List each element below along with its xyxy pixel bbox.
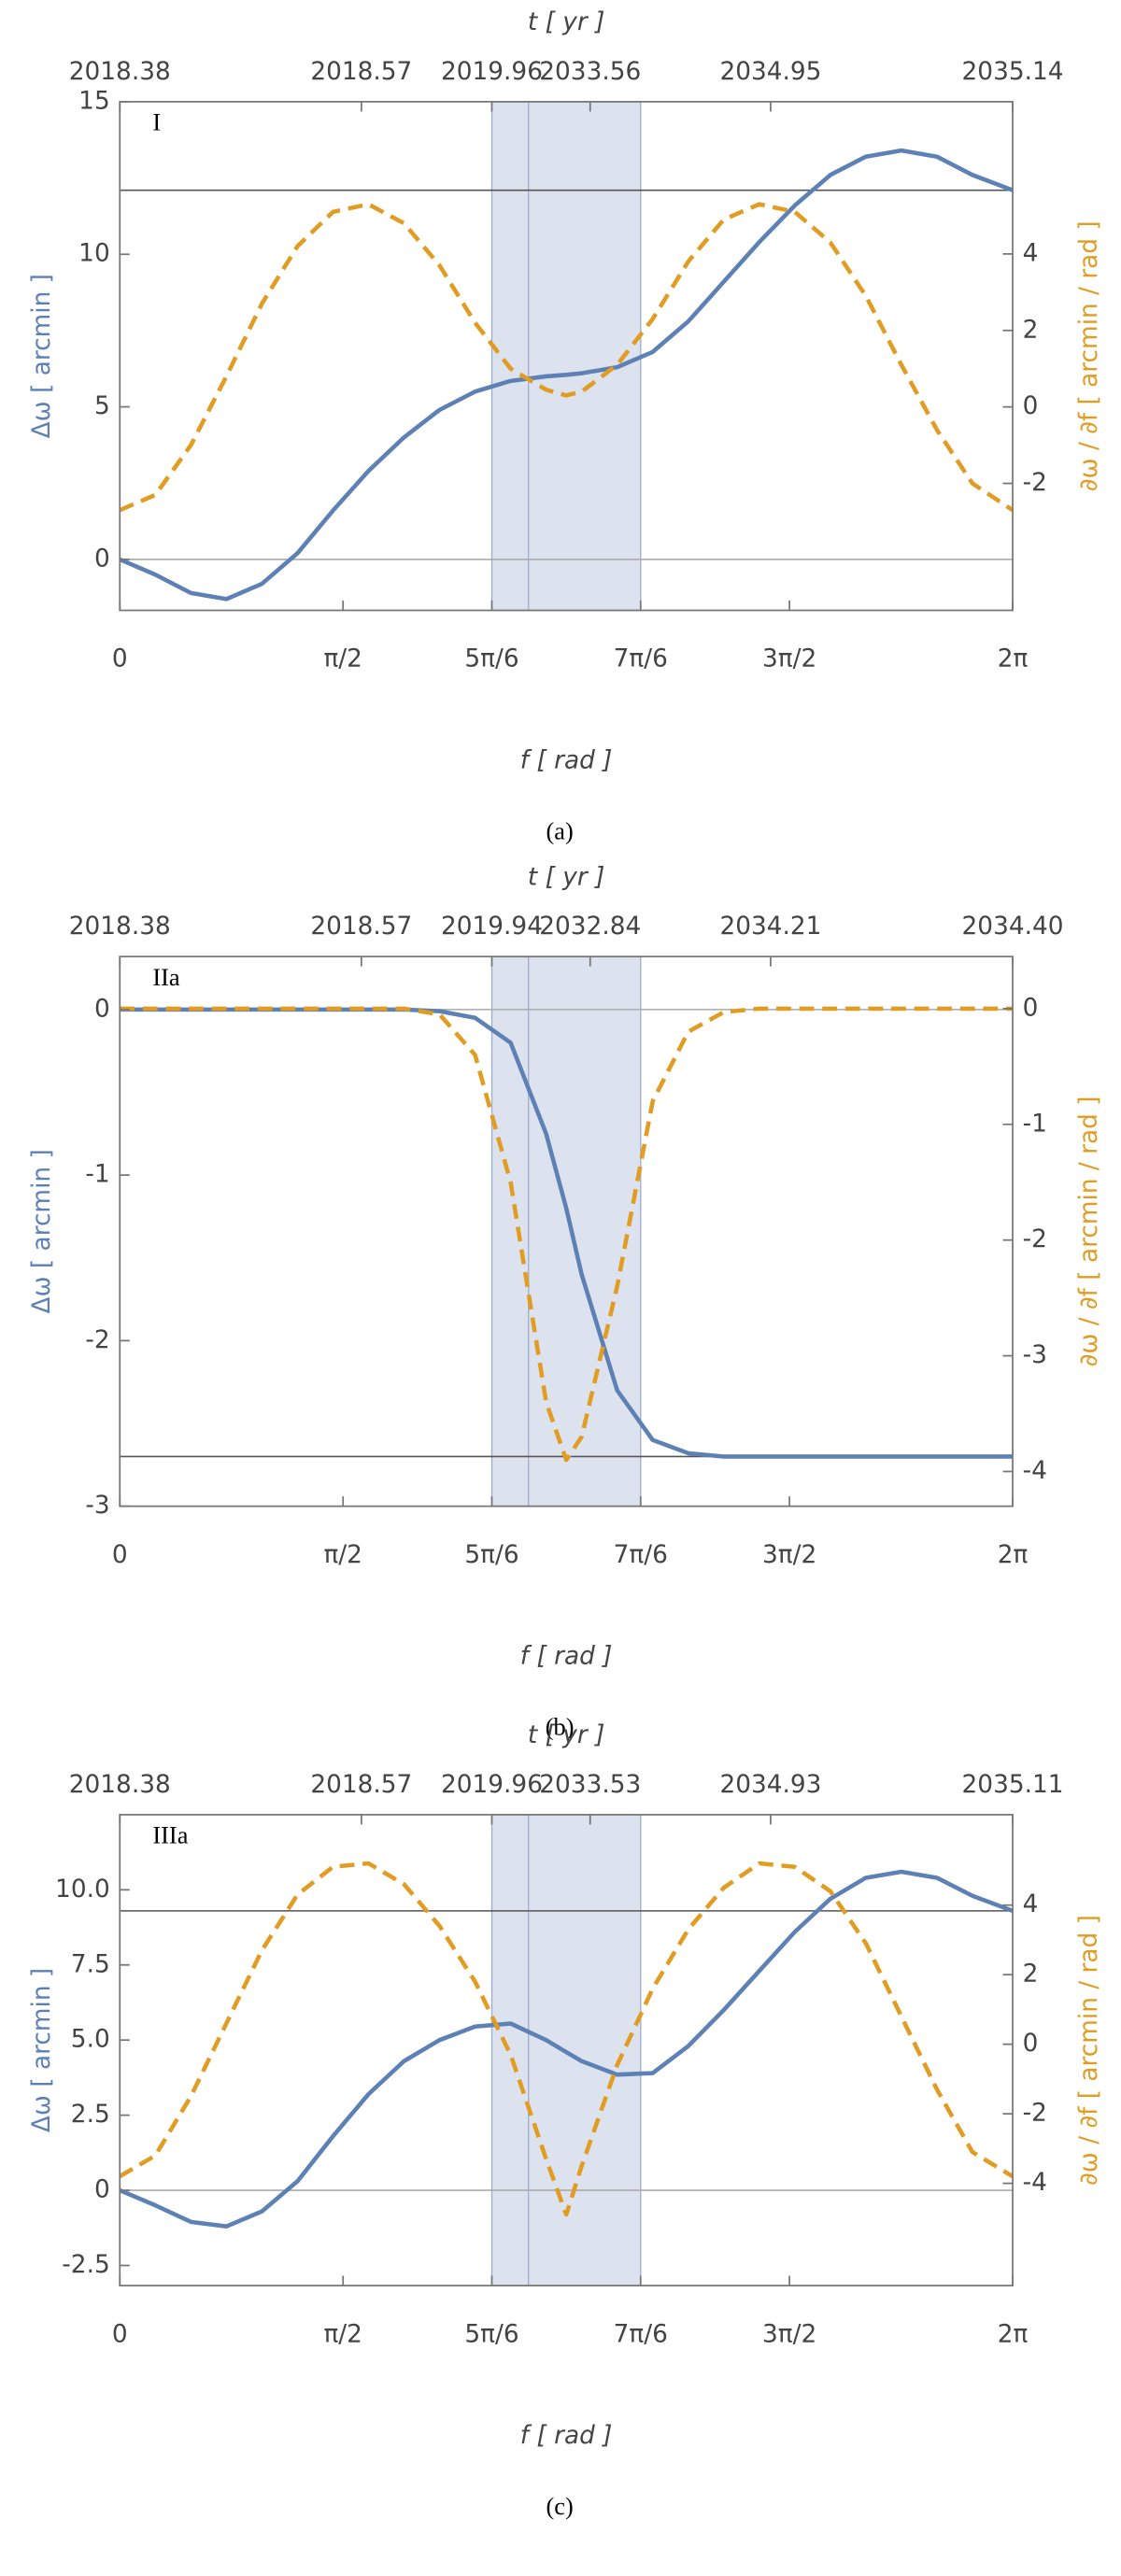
x2-tick-label: 2018.38 [69, 913, 171, 941]
caption: (c) [546, 2493, 573, 2520]
y2-tick-label: 0 [1023, 392, 1039, 420]
y-tick-label: 0 [94, 545, 110, 573]
y2-tick-label: 4 [1023, 239, 1039, 267]
x2-tick-label: 2033.56 [539, 58, 641, 86]
x-tick-label: π/2 [323, 1541, 362, 1569]
y2-tick-label: -4 [1023, 2169, 1047, 2197]
x2-tick-label: 2018.57 [310, 58, 412, 86]
x2-tick-label: 2019.94 [441, 913, 543, 941]
highlight-band [490, 101, 642, 612]
y-tick-label: -2.5 [62, 2251, 109, 2279]
y-tick-label: 10.0 [55, 1875, 110, 1904]
x-axis-title: f [ rad ] [520, 2422, 613, 2450]
x2-axis-title: t [ yr ] [528, 8, 604, 36]
x2-tick-label: 2018.57 [310, 1771, 412, 1799]
x2-tick-label: 2034.40 [962, 913, 1064, 941]
plot-frame [119, 101, 1014, 612]
x-tick-label: 2π [998, 1541, 1029, 1569]
x-axis-title: f [ rad ] [520, 747, 613, 775]
y2-tick-label: -4 [1023, 1457, 1047, 1485]
x-tick-label: 7π/6 [614, 2320, 668, 2348]
x-tick-label: 2π [998, 645, 1029, 673]
x2-tick-label: 2035.11 [962, 1771, 1064, 1799]
y2-tick-label: 0 [1023, 2030, 1039, 2058]
y-tick-label: 0 [94, 2176, 110, 2204]
panel-label: IIIa [152, 1822, 188, 1849]
y-tick-label: 5 [94, 392, 110, 420]
y2-tick-label: 4 [1023, 1890, 1039, 1918]
x-tick-label: 0 [112, 1541, 128, 1569]
y2-tick-label: -2 [1023, 1225, 1047, 1253]
y-tick-label: 0 [94, 995, 110, 1023]
x2-tick-label: 2032.84 [539, 913, 641, 941]
data-line [119, 202, 1015, 513]
y2-tick-label: 2 [1023, 1960, 1039, 1989]
y-tick-label: 2.5 [71, 2101, 110, 2129]
x-tick-label: 3π/2 [762, 1541, 816, 1569]
highlight-band [490, 955, 642, 1507]
y2-tick-label: 2 [1023, 316, 1039, 344]
data-line [119, 1869, 1014, 2229]
x-tick-label: 3π/2 [762, 2320, 816, 2348]
x2-tick-label: 2018.38 [69, 1771, 171, 1799]
x-axis-title: f [ rad ] [520, 1643, 613, 1671]
y2-tick-label: -3 [1023, 1341, 1047, 1369]
y-axis-title: Δω [ arcmin ] [28, 274, 56, 438]
x-tick-label: 5π/6 [464, 1541, 518, 1569]
panel-label: IIa [152, 964, 180, 991]
x2-tick-label: 2019.96 [441, 58, 543, 86]
y2-tick-label: -1 [1023, 1110, 1047, 1138]
x-tick-label: 3π/2 [762, 645, 816, 673]
x-tick-label: π/2 [323, 645, 362, 673]
x-tick-label: 7π/6 [614, 645, 668, 673]
x2-axis-title: t [ yr ] [528, 863, 604, 891]
x2-tick-label: 2033.53 [539, 1771, 641, 1799]
y2-tick-label: -2 [1023, 469, 1047, 497]
y2-axis-title: ∂ω / ∂f [ arcmin / rad ] [1075, 1915, 1103, 2186]
caption: (b) [546, 1714, 575, 1741]
y-tick-label: 15 [78, 87, 110, 115]
y-axis-title: Δω [ arcmin ] [28, 1968, 56, 2132]
x-tick-label: 0 [112, 645, 128, 673]
x-tick-label: π/2 [323, 2320, 362, 2348]
x-tick-label: 7π/6 [614, 1541, 668, 1569]
y2-axis-title: ∂ω / ∂f [ arcmin / rad ] [1075, 220, 1103, 491]
y-tick-label: 7.5 [71, 1950, 110, 1978]
data-line [120, 1007, 1014, 1459]
y2-axis-title: ∂ω / ∂f [ arcmin / rad ] [1075, 1097, 1103, 1367]
caption: (a) [546, 817, 573, 844]
x2-tick-label: 2035.14 [962, 58, 1064, 86]
x2-axis-title: t [ yr ] [528, 1721, 604, 1749]
y-tick-label: -2 [85, 1326, 109, 1354]
x-tick-label: 5π/6 [464, 2320, 518, 2348]
data-line [120, 1006, 1014, 1463]
x-tick-label: 2π [998, 2320, 1029, 2348]
x2-tick-label: 2034.93 [719, 1771, 821, 1799]
plot-frame [119, 955, 1014, 1507]
x2-tick-label: 2018.38 [69, 58, 171, 86]
panel-label: I [152, 109, 161, 136]
y-tick-label: 10 [78, 240, 110, 268]
x2-tick-label: 2019.96 [441, 1771, 543, 1799]
data-line [119, 1861, 1015, 2217]
y-tick-label: -1 [85, 1161, 109, 1189]
x-tick-label: 0 [112, 2320, 128, 2348]
x-tick-label: 5π/6 [464, 645, 518, 673]
plot-frame [119, 1814, 1014, 2286]
y2-tick-label: -2 [1023, 2100, 1047, 2128]
y-axis-title: Δω [ arcmin ] [28, 1149, 56, 1313]
x2-tick-label: 2034.95 [719, 58, 821, 86]
data-line [119, 148, 1014, 602]
x2-tick-label: 2034.21 [719, 913, 821, 941]
x2-tick-label: 2018.57 [310, 913, 412, 941]
y-tick-label: -3 [85, 1492, 109, 1520]
y-tick-label: 5.0 [71, 2026, 110, 2054]
y2-tick-label: 0 [1023, 994, 1039, 1022]
